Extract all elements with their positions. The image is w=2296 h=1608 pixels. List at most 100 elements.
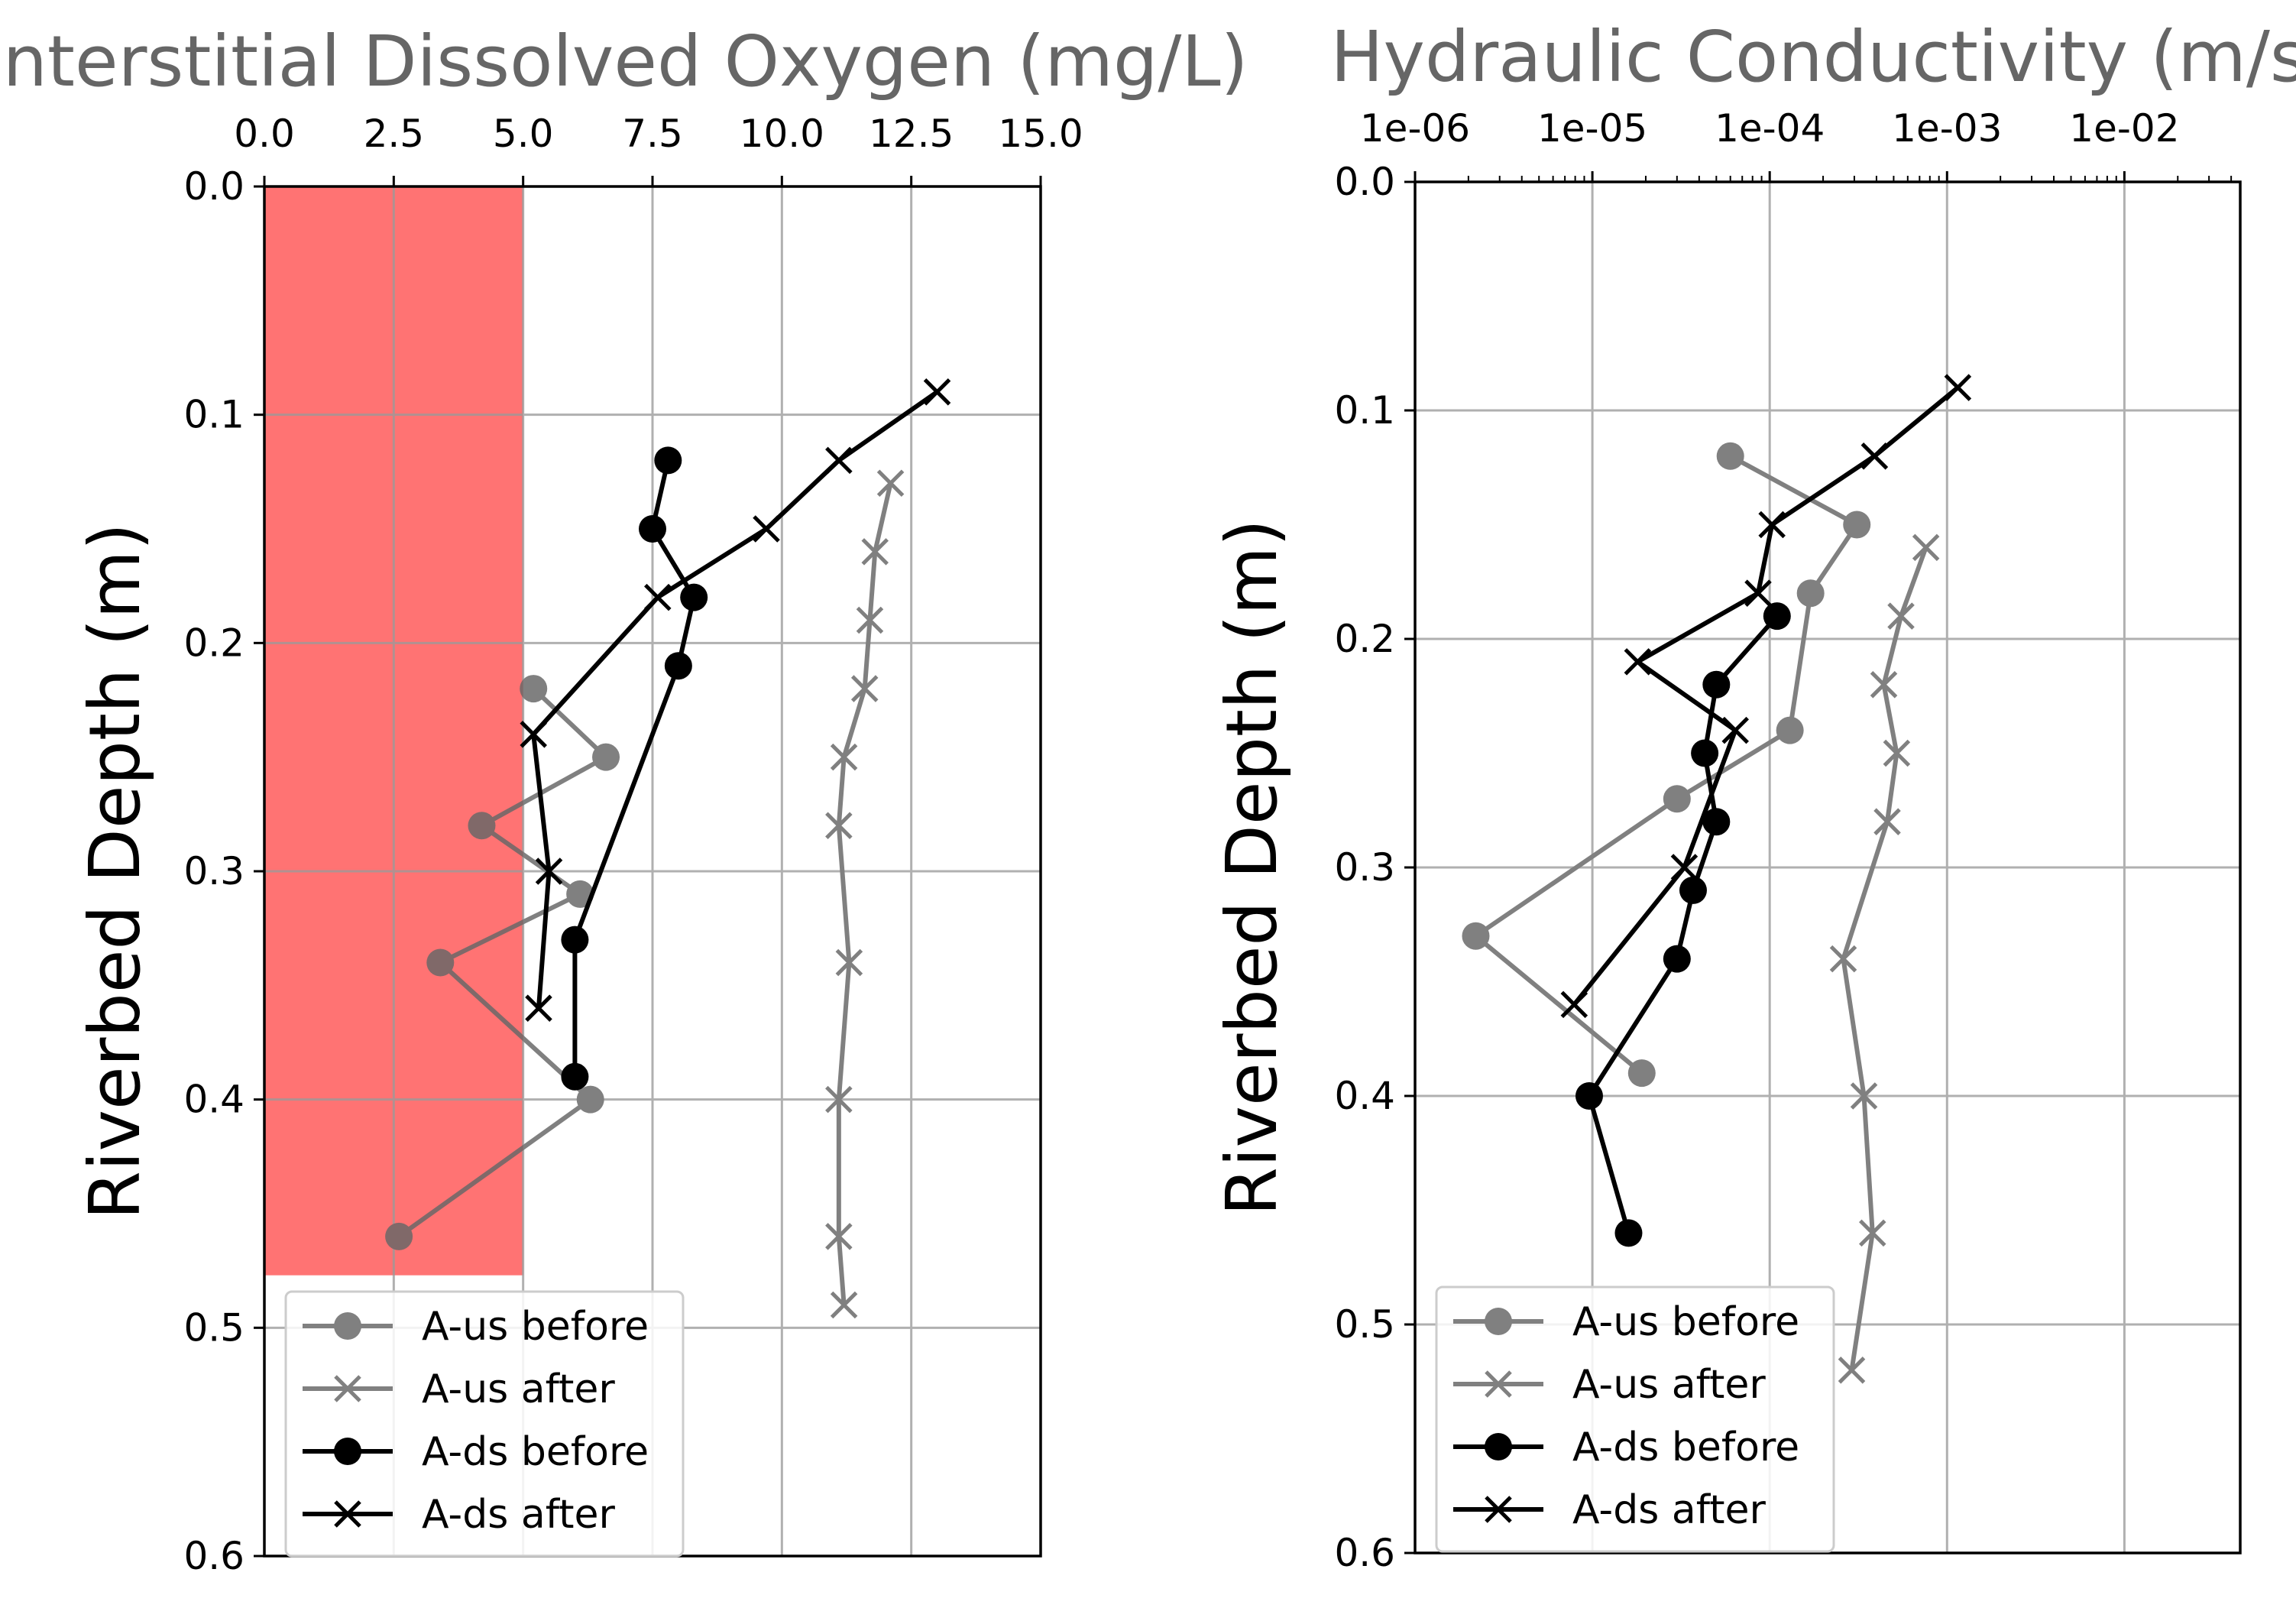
- data-point: [592, 743, 620, 771]
- x-tick-label: 10.0: [740, 112, 824, 156]
- y-tick-label: 0.4: [1334, 1074, 1395, 1118]
- x-tick-label: 2.5: [364, 112, 425, 156]
- data-point: [876, 469, 905, 498]
- data-point: [1912, 533, 1940, 562]
- legend-label: A-ds after: [422, 1492, 615, 1538]
- data-point: [1627, 1059, 1656, 1088]
- data-point: [1624, 648, 1652, 676]
- data-point: [1858, 1219, 1886, 1247]
- x-tick-label: 12.5: [869, 112, 954, 156]
- x-tick-label: 1e-05: [1537, 106, 1647, 151]
- data-point: [520, 675, 548, 703]
- data-point: [520, 721, 547, 748]
- data-point: [1850, 1082, 1878, 1110]
- dissolved-oxygen-panel: 0.0 2.5 5.0 7.5 10.0 12.5 15.0 0.0 0.1 0.2 0.3 0.4 0…: [0, 21, 1248, 1578]
- y-tick-label: 0.3: [1334, 845, 1395, 890]
- x-tick-label: 1e-06: [1360, 106, 1470, 151]
- data-point: [1560, 990, 1588, 1019]
- x-tick-label: 5.0: [493, 112, 554, 156]
- y-tick-label: 0.5: [1334, 1302, 1395, 1347]
- data-point: [525, 994, 552, 1022]
- legend-marker: [1485, 1433, 1512, 1460]
- data-point: [566, 880, 594, 908]
- y-tick-label: 0.5: [183, 1305, 244, 1350]
- y-axis-label: Riverbed Depth (m): [74, 523, 156, 1220]
- hypoxic-overlay: [264, 186, 523, 1276]
- data-point: [825, 812, 853, 840]
- legend-label: A-ds after: [1572, 1487, 1766, 1533]
- data-point: [1944, 374, 1972, 401]
- data-point: [825, 1085, 853, 1114]
- data-point: [850, 675, 879, 702]
- legend-label: A-us after: [422, 1366, 615, 1412]
- series-line-a-us-before: [1473, 454, 1860, 1075]
- data-point: [1721, 716, 1749, 744]
- legend-label: A-ds before: [1572, 1425, 1799, 1470]
- data-point: [639, 515, 666, 543]
- data-point: [1575, 1082, 1603, 1110]
- series-line-a-ds-before: [1586, 614, 1779, 1234]
- data-point: [1870, 671, 1898, 699]
- chart-title: Interstitial Dissolved Oxygen (mg/L): [0, 21, 1248, 102]
- chart-title: Hydraulic Conductivity (m/s): [1330, 16, 2296, 98]
- x-tick-label: 7.5: [622, 112, 683, 156]
- data-point: [1744, 579, 1772, 607]
- data-point: [561, 926, 589, 954]
- y-tick-label: 0.6: [1334, 1531, 1395, 1575]
- data-point: [861, 538, 889, 566]
- data-point: [1873, 808, 1901, 835]
- data-point: [1763, 602, 1791, 631]
- data-point: [644, 583, 672, 611]
- data-point: [923, 378, 951, 406]
- data-point: [1887, 602, 1915, 630]
- legend-marker: [334, 1375, 361, 1402]
- data-point: [1776, 716, 1804, 744]
- data-point: [1758, 511, 1786, 539]
- legend-marker: [334, 1312, 361, 1340]
- legend-marker: [1485, 1370, 1512, 1398]
- hydraulic-conductivity-panel: 1e-06 1e-05 1e-04 1e-03 1e-02 0.0 0.1 0.2 0.3 0.4…: [1211, 16, 2296, 1575]
- x-tick-label: 1e-04: [1715, 106, 1825, 151]
- data-point: [1843, 511, 1871, 539]
- data-point: [1702, 808, 1731, 836]
- data-point: [680, 583, 708, 611]
- legend-marker: [334, 1500, 361, 1528]
- y-tick-label: 0.0: [183, 164, 244, 209]
- data-point: [825, 446, 853, 475]
- legend-marker: [334, 1438, 361, 1465]
- legend-label: A-ds before: [422, 1429, 649, 1475]
- legend-box: [1435, 1285, 1835, 1553]
- data-point: [1670, 854, 1699, 881]
- series-line-a-us-after: [1841, 546, 1928, 1371]
- data-point: [1663, 785, 1691, 813]
- data-point: [830, 743, 858, 771]
- data-point: [1860, 443, 1889, 470]
- legend-label: A-us before: [422, 1304, 649, 1350]
- data-point: [1702, 670, 1731, 699]
- data-point: [664, 652, 692, 680]
- data-point: [825, 1223, 853, 1250]
- y-tick-label: 0.1: [1334, 388, 1395, 433]
- y-tick-label: 0.0: [1334, 160, 1395, 204]
- data-point: [1462, 922, 1490, 950]
- data-point: [1796, 579, 1825, 608]
- legend-marker: [1485, 1496, 1512, 1523]
- data-point: [1716, 442, 1744, 470]
- data-point: [1663, 945, 1691, 973]
- x-tick-label: 1e-03: [1892, 106, 2002, 151]
- x-tick-label: 15.0: [998, 112, 1083, 156]
- data-point: [1679, 876, 1707, 904]
- data-point: [1614, 1219, 1643, 1247]
- legend-marker: [1485, 1308, 1512, 1335]
- data-point: [1838, 1357, 1866, 1384]
- data-point: [576, 1085, 604, 1114]
- data-point: [856, 606, 884, 634]
- data-point: [561, 1062, 589, 1091]
- data-point: [830, 1291, 858, 1319]
- series-line-a-ds-after: [1572, 385, 1960, 1007]
- data-point: [1691, 739, 1719, 767]
- data-point: [654, 446, 682, 475]
- x-tick-label: 1e-02: [2069, 106, 2179, 151]
- y-tick-label: 0.3: [183, 849, 244, 893]
